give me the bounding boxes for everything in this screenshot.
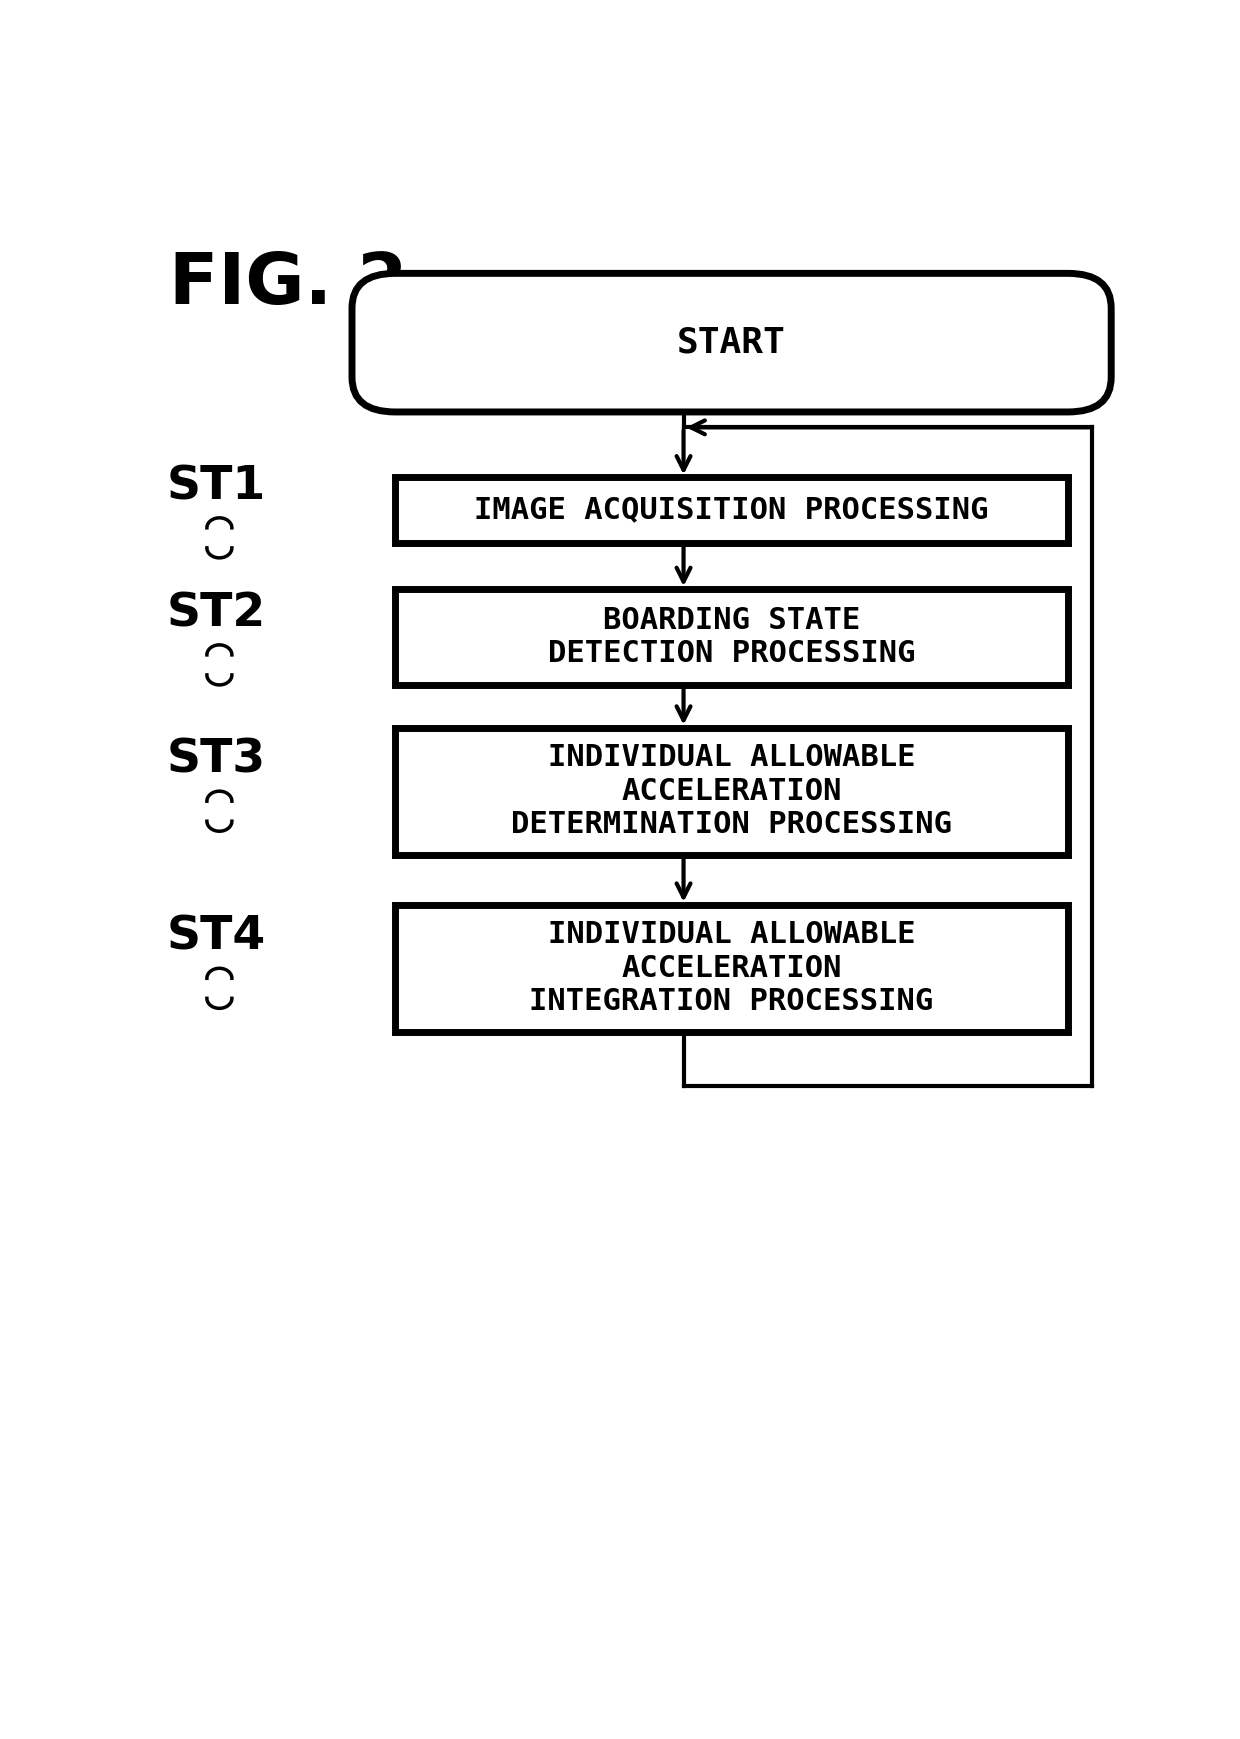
- Text: ST3: ST3: [166, 737, 265, 783]
- Text: START: START: [677, 325, 786, 360]
- Text: ST2: ST2: [166, 591, 265, 636]
- Text: INDIVIDUAL ALLOWABLE
ACCELERATION
DETERMINATION PROCESSING: INDIVIDUAL ALLOWABLE ACCELERATION DETERM…: [511, 743, 952, 840]
- Text: IMAGE ACQUISITION PROCESSING: IMAGE ACQUISITION PROCESSING: [475, 496, 988, 525]
- Bar: [396, 727, 1068, 854]
- Bar: [396, 590, 1068, 685]
- Bar: [396, 478, 1068, 543]
- Text: BOARDING STATE
DETECTION PROCESSING: BOARDING STATE DETECTION PROCESSING: [548, 605, 915, 668]
- Text: ST4: ST4: [166, 915, 265, 960]
- Bar: [396, 904, 1068, 1031]
- Text: FIG. 2: FIG. 2: [170, 250, 408, 320]
- FancyBboxPatch shape: [352, 273, 1111, 412]
- Text: INDIVIDUAL ALLOWABLE
ACCELERATION
INTEGRATION PROCESSING: INDIVIDUAL ALLOWABLE ACCELERATION INTEGR…: [529, 920, 934, 1016]
- Text: ST1: ST1: [166, 464, 265, 510]
